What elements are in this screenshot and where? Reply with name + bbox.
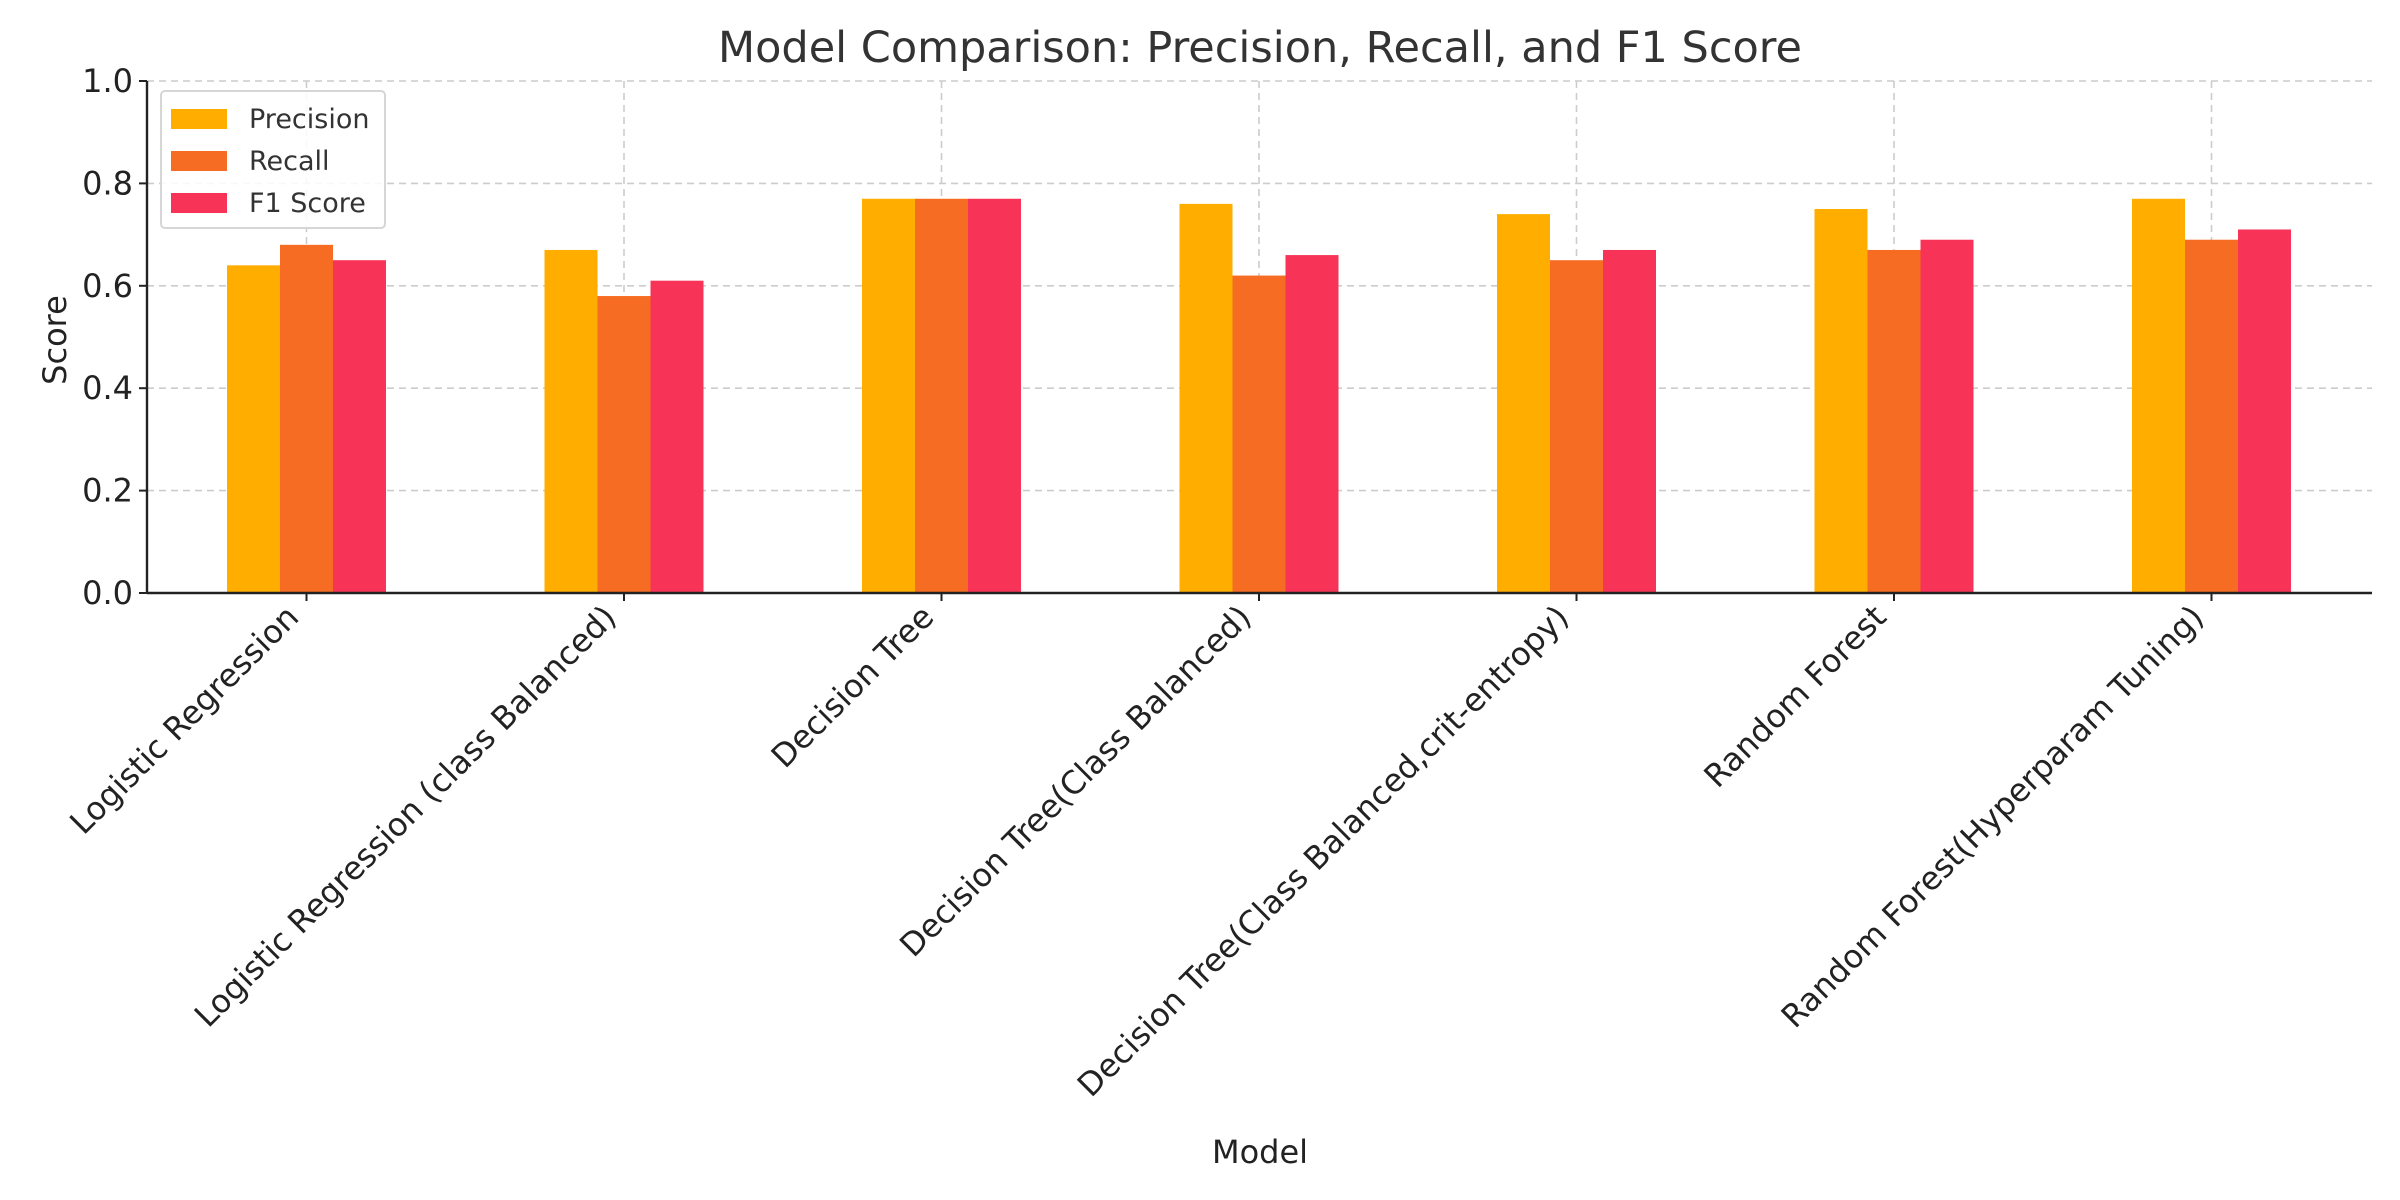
legend-swatch — [171, 193, 227, 213]
bar-f1-score — [333, 260, 386, 593]
bar-precision — [1814, 209, 1868, 593]
bar-f1-score — [1603, 249, 1656, 593]
bar-recall — [2185, 239, 2238, 593]
y-tick-label: 0.8 — [82, 164, 133, 202]
bar-recall — [1232, 275, 1286, 593]
bar-precision — [544, 249, 598, 593]
bar-recall — [915, 198, 968, 593]
bar-f1-score — [1285, 255, 1339, 593]
bar-f1-score — [2238, 229, 2291, 594]
x-tick-label: Logistic Regression — [62, 598, 306, 842]
bar-f1-score — [650, 280, 704, 593]
legend-label: Precision — [249, 104, 369, 135]
bar-recall — [1550, 260, 1603, 593]
bar-precision — [2132, 198, 2185, 593]
bar-precision — [1179, 203, 1233, 593]
bar-precision — [227, 265, 280, 593]
x-tick-label: Decision Tree — [764, 598, 942, 776]
legend-label: Recall — [249, 146, 330, 177]
x-tick-label: Decision Tree(Class Balanced,crit-entrop… — [1070, 598, 1576, 1104]
y-tick-label: 0.0 — [82, 574, 133, 612]
bar-layer — [227, 198, 2291, 594]
x-axis-label: Model — [1212, 1133, 1308, 1171]
y-tick-label: 1.0 — [82, 62, 133, 100]
x-tick-label: Decision Tree(Class Balanced) — [892, 598, 1259, 965]
bar-precision — [862, 198, 915, 593]
bar-f1-score — [968, 198, 1021, 593]
x-tick-label: Random Forest — [1696, 598, 1893, 795]
y-axis-label: Score — [36, 295, 74, 385]
bar-recall — [597, 296, 651, 593]
bar-f1-score — [1920, 239, 1974, 593]
bar-recall — [1867, 249, 1921, 593]
chart-title: Model Comparison: Precision, Recall, and… — [718, 23, 1802, 73]
y-tick-label: 0.2 — [82, 472, 133, 510]
y-tick-label: 0.4 — [82, 369, 133, 407]
legend-swatch — [171, 109, 227, 129]
legend-swatch — [171, 151, 227, 171]
bar-precision — [1497, 214, 1550, 593]
bar-recall — [280, 244, 333, 593]
legend-label: F1 Score — [249, 188, 366, 219]
legend: Precision Recall F1 Score — [160, 90, 386, 229]
y-tick-label: 0.6 — [82, 267, 133, 305]
